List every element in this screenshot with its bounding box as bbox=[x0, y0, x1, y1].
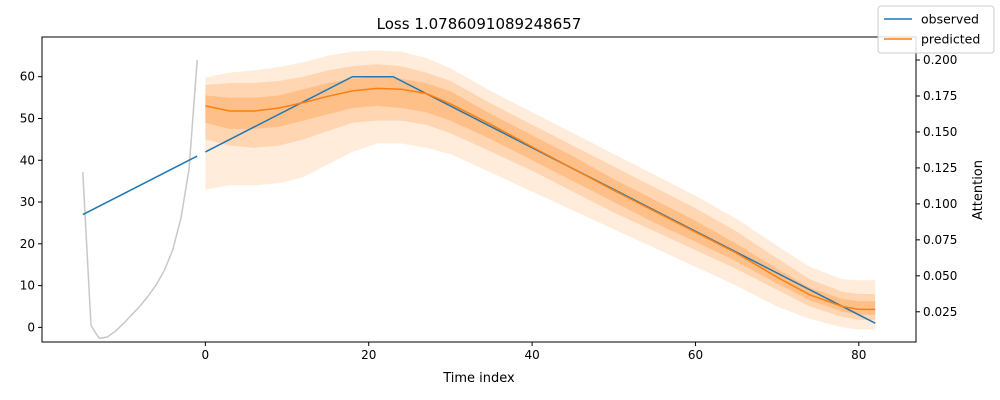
y-tick-label: 40 bbox=[20, 153, 35, 167]
x-axis-label: Time index bbox=[442, 371, 515, 386]
y2-tick-label: 0.125 bbox=[923, 161, 957, 175]
y2-tick-label: 0.075 bbox=[923, 233, 957, 247]
y-tick-label: 10 bbox=[20, 279, 35, 293]
y-tick-label: 60 bbox=[20, 70, 35, 84]
prediction-band-2 bbox=[205, 88, 876, 315]
prediction-band-0 bbox=[205, 50, 876, 330]
x-tick-label: 40 bbox=[524, 348, 539, 362]
y2-tick-label: 0.100 bbox=[923, 197, 957, 211]
x-tick-label: 20 bbox=[361, 348, 376, 362]
prediction-band-3 bbox=[205, 76, 876, 310]
prediction-bands bbox=[205, 50, 876, 330]
y2-tick-label: 0.150 bbox=[923, 125, 957, 139]
y-axis: 0 10 20 30 40 50 60 bbox=[20, 70, 42, 334]
predicted-line bbox=[205, 87, 876, 311]
x-tick-label: 60 bbox=[688, 348, 703, 362]
y2-tick-label: 0.175 bbox=[923, 89, 957, 103]
y2-tick-label: 0.025 bbox=[923, 305, 957, 319]
legend-label-observed: observed bbox=[921, 12, 979, 27]
y-tick-label: 0 bbox=[27, 320, 35, 334]
x-tick-label: 80 bbox=[851, 348, 866, 362]
y2-axis: 0.025 0.050 0.075 0.100 0.125 0.150 0.175 0.200 bbox=[916, 53, 957, 319]
legend-label-predicted: predicted bbox=[921, 32, 980, 47]
x-axis: 0 20 40 60 80 bbox=[202, 342, 866, 362]
chart-title: Loss 1.0786091089248657 bbox=[377, 15, 582, 33]
plot-frame bbox=[41, 36, 917, 343]
x-tick-label: 0 bbox=[202, 348, 210, 362]
y-tick-label: 50 bbox=[20, 111, 35, 125]
attention-line bbox=[82, 59, 198, 340]
legend-box bbox=[877, 5, 995, 54]
y2-tick-label: 0.200 bbox=[923, 53, 957, 67]
y2-tick-label: 0.050 bbox=[923, 269, 957, 283]
series-lines bbox=[82, 59, 876, 340]
y2-axis-label: Attention bbox=[971, 160, 986, 220]
y-tick-label: 20 bbox=[20, 237, 35, 251]
legend: observed predicted bbox=[877, 5, 995, 54]
observed-line-segment-0 bbox=[82, 155, 198, 216]
y-tick-label: 30 bbox=[20, 195, 35, 209]
